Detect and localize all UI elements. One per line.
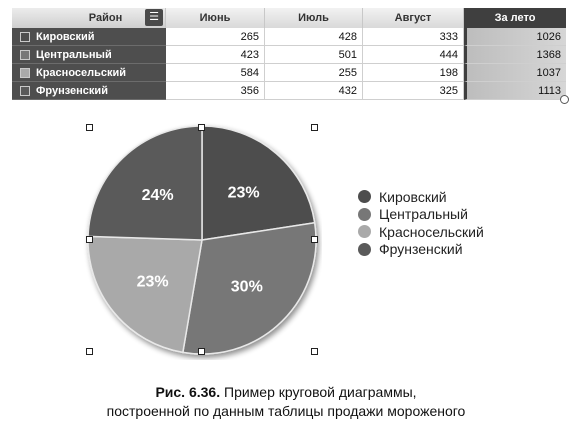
caption-line: построенной по данным таблицы продажи мо… [106,403,466,419]
legend-item: Фрунзенский [358,241,484,259]
table-cell[interactable]: 333 [363,28,464,46]
column-header-july[interactable]: Июль [265,8,363,28]
chart-resize-handle[interactable] [311,348,318,355]
row-color-swatch [20,31,30,42]
table-cell[interactable]: 501 [265,46,363,64]
table-cell-total[interactable]: 1368 [464,46,566,64]
chart-resize-handle[interactable] [86,348,93,355]
row-label: Центральный [36,48,112,61]
row-label: Кировский [36,30,95,43]
table-row[interactable]: Центральный 423 501 444 1368 [12,46,566,64]
table-cell[interactable]: 356 [166,82,265,100]
pie-slice-label: 23% [137,273,169,290]
table-row[interactable]: Фрунзенский 356 432 325 1113 [12,82,566,100]
legend-color-dot [358,207,371,221]
figure-number: Рис. 6.36. [155,384,221,400]
figure-caption: Рис. 6.36. Пример круговой диаграммы, по… [0,383,572,421]
legend-label: Центральный [379,206,468,223]
table-cell[interactable]: 255 [265,64,363,82]
chart-legend: Кировский Центральный Красносельский Фру… [358,188,484,258]
list-icon[interactable]: ☰ [145,9,163,26]
legend-item: Центральный [358,206,484,224]
legend-label: Красносельский [379,223,484,240]
table-cell-total[interactable]: 1113 [464,82,566,100]
legend-label: Кировский [379,188,447,205]
pie-slice-label: 30% [231,279,263,296]
chart-resize-handle[interactable] [311,236,318,243]
table-cell[interactable]: 423 [166,46,265,64]
legend-label: Фрунзенский [379,241,463,258]
pie-chart[interactable]: 23% 30% 23% 24% [82,120,322,360]
row-color-swatch [20,49,30,60]
row-color-swatch [20,67,30,78]
column-header-summer[interactable]: За лето [464,8,566,28]
row-color-swatch [20,85,30,96]
legend-item: Красносельский [358,223,484,241]
table-cell[interactable]: 198 [363,64,464,82]
table-cell-total[interactable]: 1026 [464,28,566,46]
table-cell[interactable]: 444 [363,46,464,64]
table-cell[interactable]: 265 [166,28,265,46]
legend-item: Кировский [358,188,484,206]
chart-resize-handle[interactable] [86,124,93,131]
pie-slice[interactable] [87,235,203,354]
selection-resize-handle[interactable] [560,95,569,104]
chart-resize-handle[interactable] [311,124,318,131]
legend-color-dot [358,242,371,256]
table-cell[interactable]: 432 [265,82,363,100]
legend-color-dot [358,190,371,204]
table-cell[interactable]: 584 [166,64,265,82]
chart-resize-handle[interactable] [198,124,205,131]
column-header-label: Район [88,12,123,24]
table-row[interactable]: Кировский 265 428 333 1026 [12,28,566,46]
table-cell[interactable]: 325 [363,82,464,100]
pie-slice-label: 23% [228,185,260,202]
row-label: Красносельский [36,66,127,79]
pie-slice[interactable] [181,221,317,355]
pie-slice[interactable] [87,125,203,241]
pie-slice[interactable] [201,125,316,241]
column-header-region[interactable]: Район ☰ [12,8,166,28]
caption-line: Пример круговой диаграммы, [224,384,417,400]
chart-resize-handle[interactable] [198,348,205,355]
row-label: Фрунзенский [36,84,108,97]
table-cell[interactable]: 428 [265,28,363,46]
table-row[interactable]: Красносельский 584 255 198 1037 [12,64,566,82]
legend-color-dot [358,225,371,239]
chart-resize-handle[interactable] [86,236,93,243]
table-cell-total[interactable]: 1037 [464,64,566,82]
column-header-june[interactable]: Июнь [166,8,265,28]
data-table: Район ☰ Июнь Июль Август За лето Кировск… [12,8,569,104]
column-header-august[interactable]: Август [363,8,464,28]
pie-slice-label: 24% [142,187,174,204]
row-header-panel [12,28,166,100]
